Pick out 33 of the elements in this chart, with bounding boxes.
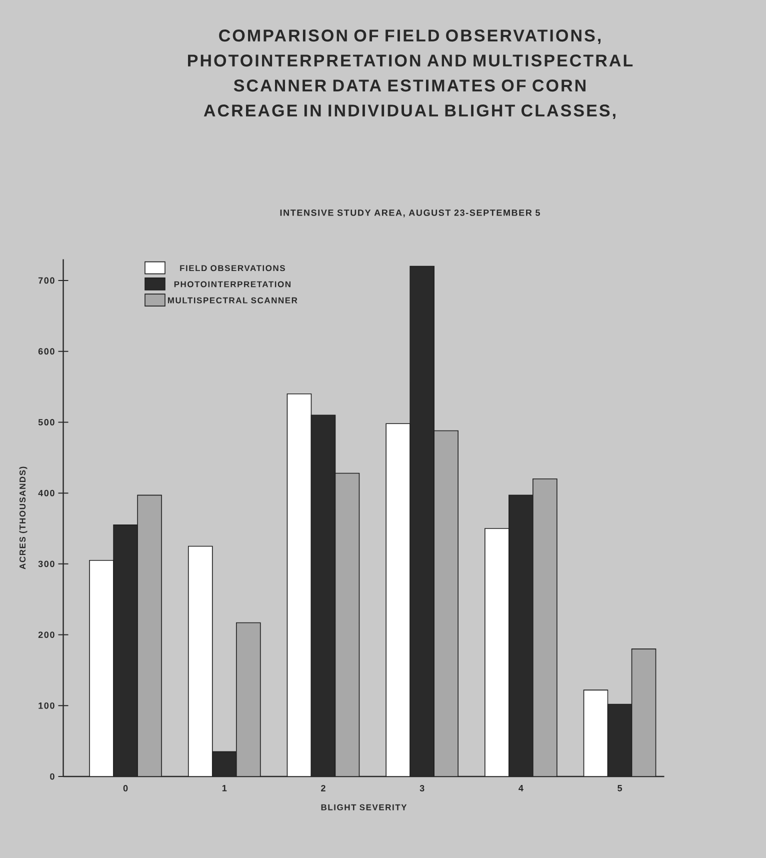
- x-axis-title: BLIGHT SEVERITY: [321, 804, 407, 810]
- legend-label: PHOTOINTERPRETATION: [174, 281, 290, 288]
- bar: [286, 393, 312, 777]
- bar: [188, 546, 213, 777]
- bar: [137, 494, 162, 777]
- legend-label: FIELD OBSERVATIONS: [180, 265, 285, 272]
- x-tick-label: 1: [222, 785, 227, 792]
- chart-title: COMPARISON OF FIELD OBSERVATIONS, PHOTOINTERPRETATION AND MULTISPECTRAL SCANNER DATA ESTIMATES OF CORN ACREAGE IN INDIVIDUAL BLIGHT CLASSES,: [188, 30, 633, 120]
- x-tick-label: 2: [321, 785, 326, 792]
- bar: [334, 472, 360, 777]
- bar: [386, 423, 410, 777]
- x-tick-label: 0: [123, 785, 128, 792]
- y-axis-title: ACRES (THOUSANDS): [19, 466, 28, 570]
- y-tick-label: 300: [38, 560, 54, 568]
- x-tick-label: 3: [420, 785, 424, 792]
- bar: [583, 690, 608, 777]
- y-tick-label: 500: [38, 419, 54, 426]
- y-tick-label: 0: [50, 773, 54, 780]
- bar: [434, 430, 458, 777]
- x-tick-label: 4: [518, 785, 524, 792]
- y-tick-label: 200: [38, 632, 54, 638]
- bar: [89, 560, 114, 777]
- y-tick-label: 700: [38, 277, 54, 284]
- chart-subtitle: INTENSIVE STUDY AREA, AUGUST 23-SEPTEMBER 5: [280, 210, 540, 218]
- bar: [631, 648, 656, 777]
- y-tick-label: 600: [38, 348, 54, 355]
- y-tick-label: 100: [38, 702, 54, 709]
- bar: [484, 528, 510, 777]
- y-tick-label: 400: [38, 490, 54, 496]
- bar: [532, 478, 558, 777]
- x-tick-label: 5: [618, 785, 622, 792]
- legend-label: MULTISPECTRAL SCANNER: [168, 297, 298, 304]
- bar: [236, 622, 261, 777]
